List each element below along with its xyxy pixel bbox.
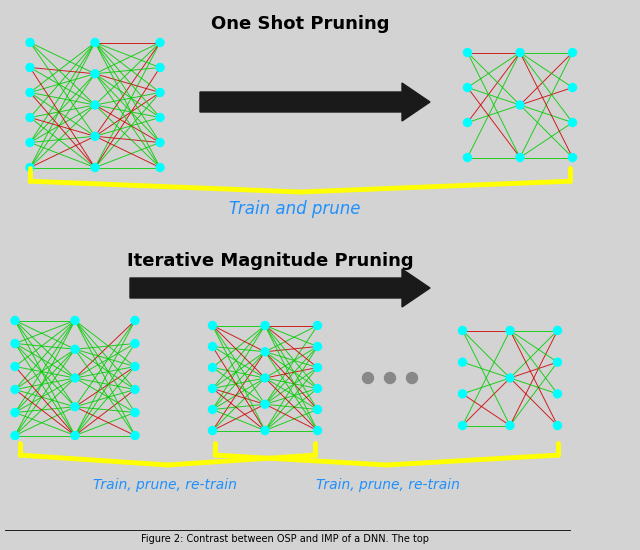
- FancyArrow shape: [200, 83, 430, 121]
- Circle shape: [458, 421, 467, 430]
- Circle shape: [516, 48, 524, 57]
- Circle shape: [156, 39, 164, 47]
- Circle shape: [26, 89, 34, 96]
- Circle shape: [11, 409, 19, 416]
- Circle shape: [314, 343, 321, 350]
- Circle shape: [568, 153, 577, 162]
- Circle shape: [71, 345, 79, 353]
- Circle shape: [156, 63, 164, 72]
- Circle shape: [71, 403, 79, 411]
- Text: Train and prune: Train and prune: [229, 200, 361, 218]
- Circle shape: [385, 372, 396, 383]
- Circle shape: [26, 139, 34, 146]
- Circle shape: [11, 362, 19, 371]
- Circle shape: [261, 322, 269, 329]
- Circle shape: [209, 322, 216, 329]
- Text: Train, prune, re-train: Train, prune, re-train: [316, 478, 460, 492]
- Circle shape: [463, 84, 472, 91]
- Text: Train, prune, re-train: Train, prune, re-train: [93, 478, 237, 492]
- Circle shape: [314, 405, 321, 414]
- Circle shape: [26, 39, 34, 47]
- Circle shape: [156, 113, 164, 122]
- Circle shape: [209, 405, 216, 414]
- Circle shape: [131, 339, 139, 348]
- Circle shape: [91, 163, 99, 172]
- Circle shape: [314, 322, 321, 329]
- Circle shape: [131, 362, 139, 371]
- Circle shape: [362, 372, 374, 383]
- Circle shape: [26, 63, 34, 72]
- Circle shape: [261, 426, 269, 434]
- Circle shape: [458, 390, 467, 398]
- Circle shape: [506, 327, 514, 334]
- Circle shape: [11, 339, 19, 348]
- Circle shape: [516, 153, 524, 162]
- Circle shape: [209, 364, 216, 371]
- Circle shape: [71, 432, 79, 439]
- Circle shape: [458, 327, 467, 334]
- Circle shape: [314, 426, 321, 434]
- Circle shape: [131, 432, 139, 439]
- Circle shape: [463, 48, 472, 57]
- Circle shape: [554, 390, 561, 398]
- Circle shape: [568, 118, 577, 126]
- Circle shape: [314, 364, 321, 371]
- Circle shape: [91, 132, 99, 140]
- Circle shape: [568, 48, 577, 57]
- Circle shape: [406, 372, 417, 383]
- Circle shape: [26, 163, 34, 172]
- Circle shape: [554, 421, 561, 430]
- Circle shape: [516, 101, 524, 109]
- Circle shape: [554, 358, 561, 366]
- Circle shape: [131, 409, 139, 416]
- Circle shape: [209, 343, 216, 350]
- Circle shape: [506, 421, 514, 430]
- Circle shape: [156, 163, 164, 172]
- Circle shape: [91, 39, 99, 47]
- Circle shape: [314, 384, 321, 393]
- Circle shape: [554, 327, 561, 334]
- Circle shape: [91, 101, 99, 109]
- Circle shape: [463, 118, 472, 126]
- Text: One Shot Pruning: One Shot Pruning: [211, 15, 389, 33]
- Circle shape: [26, 113, 34, 122]
- Circle shape: [463, 153, 472, 162]
- Circle shape: [261, 374, 269, 382]
- Circle shape: [11, 316, 19, 324]
- Circle shape: [11, 432, 19, 439]
- Circle shape: [261, 400, 269, 408]
- Circle shape: [156, 139, 164, 146]
- Circle shape: [506, 374, 514, 382]
- FancyArrow shape: [130, 269, 430, 307]
- Circle shape: [458, 358, 467, 366]
- Circle shape: [261, 348, 269, 356]
- Circle shape: [11, 386, 19, 393]
- Circle shape: [131, 316, 139, 324]
- Circle shape: [568, 84, 577, 91]
- Circle shape: [91, 70, 99, 78]
- Text: Iterative Magnitude Pruning: Iterative Magnitude Pruning: [127, 252, 413, 270]
- Circle shape: [209, 384, 216, 393]
- Text: Figure 2: Contrast between OSP and IMP of a DNN. The top: Figure 2: Contrast between OSP and IMP o…: [141, 534, 429, 544]
- Circle shape: [131, 386, 139, 393]
- Circle shape: [156, 89, 164, 96]
- Circle shape: [71, 316, 79, 324]
- Circle shape: [71, 374, 79, 382]
- Circle shape: [209, 426, 216, 434]
